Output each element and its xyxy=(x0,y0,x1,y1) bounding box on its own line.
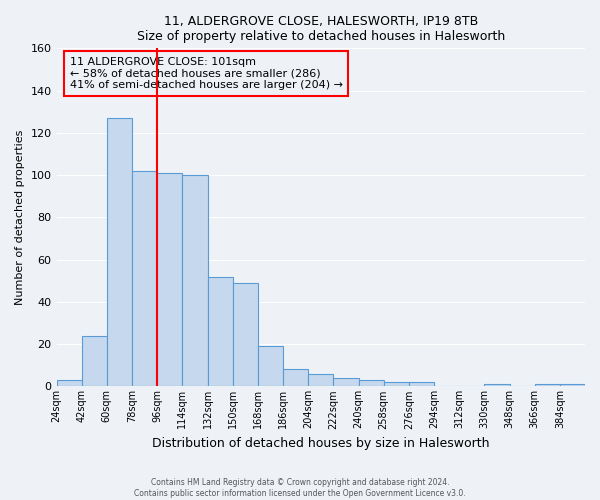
Bar xyxy=(233,283,258,387)
Bar xyxy=(107,118,132,386)
Bar xyxy=(82,336,107,386)
X-axis label: Distribution of detached houses by size in Halesworth: Distribution of detached houses by size … xyxy=(152,437,490,450)
Bar xyxy=(182,175,208,386)
Bar xyxy=(157,173,182,386)
Bar xyxy=(535,384,560,386)
Y-axis label: Number of detached properties: Number of detached properties xyxy=(15,130,25,305)
Bar xyxy=(383,382,409,386)
Bar xyxy=(132,171,157,386)
Bar xyxy=(409,382,434,386)
Bar xyxy=(359,380,383,386)
Bar xyxy=(334,378,359,386)
Bar xyxy=(208,276,233,386)
Text: Contains HM Land Registry data © Crown copyright and database right 2024.
Contai: Contains HM Land Registry data © Crown c… xyxy=(134,478,466,498)
Title: 11, ALDERGROVE CLOSE, HALESWORTH, IP19 8TB
Size of property relative to detached: 11, ALDERGROVE CLOSE, HALESWORTH, IP19 8… xyxy=(137,15,505,43)
Text: 11 ALDERGROVE CLOSE: 101sqm
← 58% of detached houses are smaller (286)
41% of se: 11 ALDERGROVE CLOSE: 101sqm ← 58% of det… xyxy=(70,57,343,90)
Bar xyxy=(258,346,283,387)
Bar xyxy=(56,380,82,386)
Bar xyxy=(283,370,308,386)
Bar xyxy=(484,384,509,386)
Bar xyxy=(308,374,334,386)
Bar xyxy=(560,384,585,386)
